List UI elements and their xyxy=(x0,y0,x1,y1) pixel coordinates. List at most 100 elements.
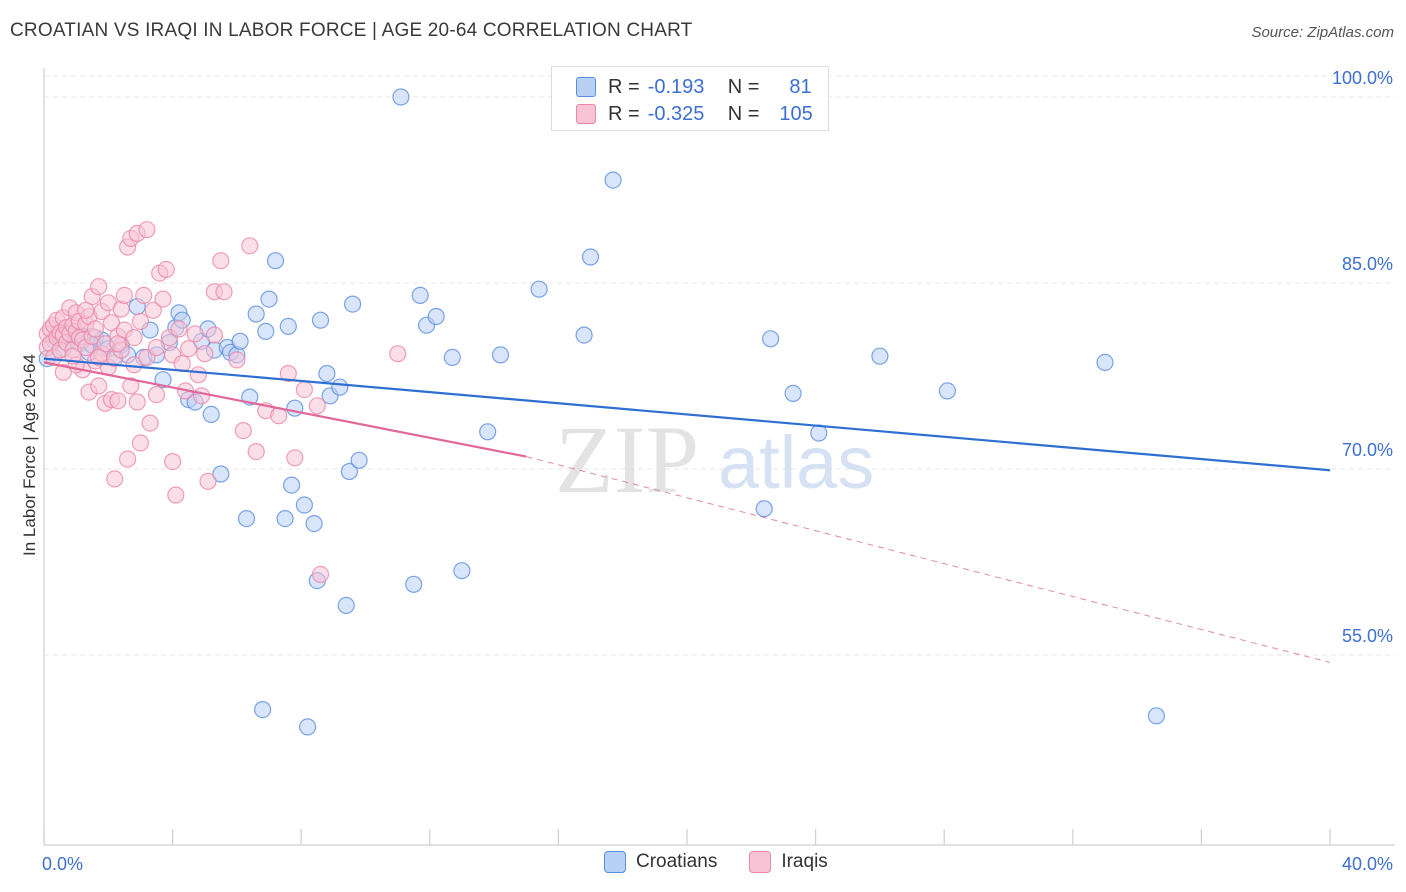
iraqi-point xyxy=(154,290,172,308)
croatian-point xyxy=(938,382,957,400)
iraqis-swatch xyxy=(576,104,596,124)
axes xyxy=(43,68,1395,846)
croatian-point xyxy=(318,364,336,383)
legend-n-label: N = xyxy=(727,75,760,98)
iraqi-point xyxy=(138,221,156,239)
croatians-legend-label: Croatians xyxy=(636,851,718,872)
croatian-point xyxy=(202,405,220,423)
data-points xyxy=(38,88,1166,736)
iraqi-point xyxy=(147,338,166,357)
legend-r-label: R = xyxy=(608,75,640,98)
legend-row-iraqis: R = -0.325 N = 105 xyxy=(576,101,813,127)
legend-n-value: 81 xyxy=(789,75,812,98)
croatian-point xyxy=(154,371,172,389)
croatian-point xyxy=(604,171,622,189)
iraqi-point xyxy=(118,450,137,468)
legend-row-croatians: R = -0.193 N = 81 xyxy=(576,74,812,100)
croatian-point xyxy=(871,347,889,365)
croatian-point xyxy=(311,311,330,329)
axis-labels: 55.0% 70.0% 85.0% 100.0% 0.0% 40.0% In Labor F… xyxy=(20,68,1393,874)
croatian-point xyxy=(340,462,358,481)
croatian-point xyxy=(231,332,249,350)
croatian-point xyxy=(237,509,256,528)
iraqi-point xyxy=(295,381,313,399)
croatian-point xyxy=(350,451,368,469)
croatian-point xyxy=(247,305,265,323)
croatian-point xyxy=(283,476,301,494)
iraqi-point xyxy=(205,326,223,344)
watermark-zip: ZIP xyxy=(555,406,699,513)
croatian-point xyxy=(344,295,362,313)
iraqi-point xyxy=(308,397,326,415)
iraqi-point xyxy=(196,345,214,363)
croatian-point xyxy=(257,322,275,340)
iraqi-point xyxy=(135,286,153,304)
iraqi-point xyxy=(167,486,185,504)
legend-r-label: R = xyxy=(608,102,640,125)
croatians-swatch xyxy=(576,77,596,97)
croatian-point xyxy=(405,575,423,593)
iraqi-point xyxy=(122,377,140,395)
croatian-point xyxy=(331,378,349,396)
iraqis-trend-line xyxy=(43,361,527,458)
iraqi-point xyxy=(212,252,230,270)
iraqis-legend-label: Iraqis xyxy=(781,851,828,872)
iraqi-point xyxy=(54,363,72,381)
iraqi-point xyxy=(157,260,175,278)
iraqi-point xyxy=(131,312,149,330)
croatian-point xyxy=(479,423,497,441)
croatian-point xyxy=(1096,353,1114,371)
watermark-atlas: atlas xyxy=(718,421,874,504)
iraqi-point xyxy=(189,366,207,384)
croatian-point xyxy=(392,88,410,106)
iraqi-point xyxy=(241,237,259,255)
y-tick-label: 70.0% xyxy=(1342,440,1393,460)
y-tick-label: 55.0% xyxy=(1342,626,1393,646)
legend-r-value: -0.325 xyxy=(647,102,705,125)
croatian-point xyxy=(581,248,600,266)
series-legend: Croatians Iraqis xyxy=(604,851,860,873)
iraqi-point xyxy=(147,386,166,404)
croatian-point xyxy=(761,330,780,348)
iraqi-point xyxy=(279,364,297,383)
y-axis-title: In Labor Force | Age 20-64 xyxy=(20,354,39,556)
iraqi-point xyxy=(192,387,211,405)
iraqi-point xyxy=(215,283,233,301)
y-tick-label: 85.0% xyxy=(1342,254,1393,274)
iraqi-point xyxy=(389,345,407,363)
legend-item-iraqis: Iraqis xyxy=(749,851,828,873)
croatian-point xyxy=(453,562,471,580)
croatian-point xyxy=(427,307,445,326)
croatian-point xyxy=(260,290,278,308)
iraqi-point xyxy=(170,320,188,338)
legend-r-value: -0.193 xyxy=(647,75,705,98)
croatian-point xyxy=(305,514,323,533)
legend-n-label: N = xyxy=(727,102,760,125)
iraqi-point xyxy=(164,453,182,471)
croatian-point xyxy=(411,286,429,304)
correlation-legend: R = -0.193 N = 81 R = -0.325 N = 105 xyxy=(551,66,829,131)
iraqi-point xyxy=(144,301,162,319)
iraqi-point xyxy=(199,472,217,490)
iraqi-point xyxy=(286,449,304,467)
iraqi-point xyxy=(106,470,124,488)
iraqi-point xyxy=(90,278,108,296)
iraqi-point xyxy=(180,340,198,358)
trend-lines xyxy=(43,357,1331,663)
iraqi-point xyxy=(125,329,143,347)
croatian-point xyxy=(295,496,313,514)
legend-n-value: 105 xyxy=(779,102,813,125)
croatians-trend-line xyxy=(43,357,1331,472)
iraqi-point xyxy=(234,422,252,440)
croatian-point xyxy=(443,348,461,366)
iraqi-point xyxy=(141,414,159,432)
iraqi-point xyxy=(115,286,134,304)
croatian-point xyxy=(784,384,802,402)
legend-item-croatians: Croatians xyxy=(604,851,717,873)
iraqi-point xyxy=(186,325,204,343)
iraqi-point xyxy=(131,434,149,452)
croatian-point xyxy=(279,317,297,335)
croatian-point xyxy=(286,399,304,417)
watermark: ZIP atlas xyxy=(555,406,874,513)
gridlines xyxy=(44,75,1395,656)
